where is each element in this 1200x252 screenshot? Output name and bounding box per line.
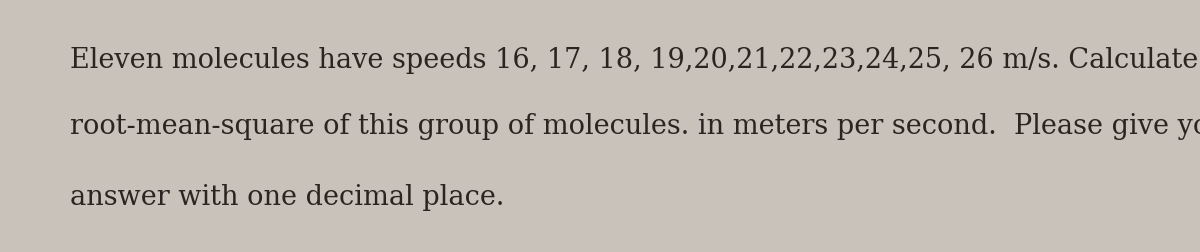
Text: Eleven molecules have speeds 16, 17, 18, 19,20,21,22,23,24,25, 26 m/s. Calculate: Eleven molecules have speeds 16, 17, 18,…	[70, 47, 1200, 74]
Text: answer with one decimal place.: answer with one decimal place.	[70, 183, 504, 210]
Text: root-mean-square of this group of molecules. in meters per second.  Please give : root-mean-square of this group of molecu…	[70, 113, 1200, 139]
